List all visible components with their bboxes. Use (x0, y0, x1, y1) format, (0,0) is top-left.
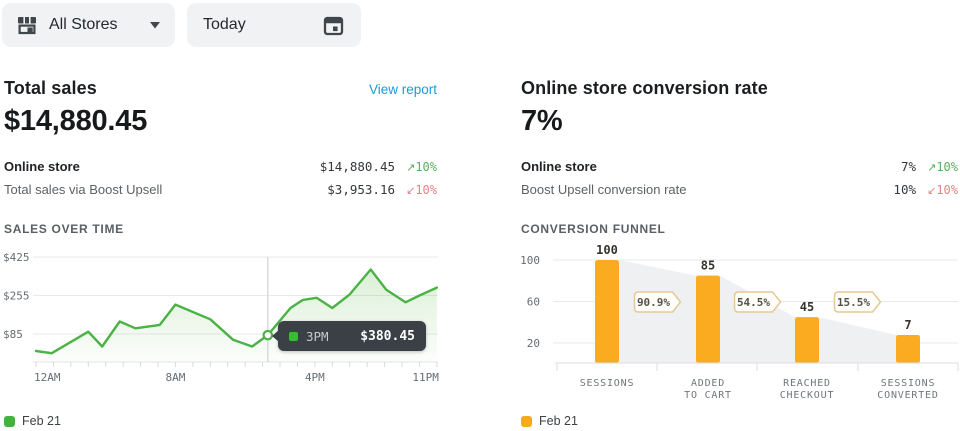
svg-text:SESSIONS: SESSIONS (580, 378, 635, 389)
svg-text:CONVERTED: CONVERTED (877, 390, 938, 401)
total-sales-value: $14,880.45 (4, 105, 148, 137)
metric-delta: ↗10% (395, 160, 437, 174)
svg-text:REACHED: REACHED (783, 378, 831, 389)
metric-delta: ↙10% (916, 183, 958, 197)
delta-value: 10% (415, 182, 437, 197)
delta-value: 10% (936, 159, 958, 174)
metric-label: Boost Upsell conversion rate (521, 182, 687, 197)
delta-value: 10% (415, 159, 437, 174)
metric-row-boost-upsell: Total sales via Boost Upsell $3,953.16 ↙… (4, 178, 437, 201)
svg-text:54.5%: 54.5% (737, 296, 770, 309)
tooltip-series-swatch (289, 331, 298, 341)
storefront-icon (18, 17, 36, 35)
svg-text:SESSIONS: SESSIONS (881, 378, 936, 389)
svg-text:20: 20 (527, 337, 540, 350)
metric-value: 7% (900, 159, 916, 174)
funnel-chart-legend: Feb 21 (521, 414, 578, 428)
svg-text:CHECKOUT: CHECKOUT (780, 390, 835, 401)
total-sales-breakdown: Online store $14,880.45 ↗10% Total sales… (4, 155, 437, 201)
tooltip-time: 3PM (306, 328, 329, 344)
conversion-rate-title: Online store conversion rate (521, 78, 768, 98)
svg-text:4PM: 4PM (305, 371, 325, 384)
delta-value: 10% (936, 182, 958, 197)
sales-over-time-heading: SALES OVER TIME (4, 222, 124, 236)
trend-up-icon: ↗ (927, 160, 937, 174)
legend-swatch-orange (521, 415, 532, 427)
store-selector[interactable]: All Stores (2, 3, 175, 47)
metric-row-online-store: Online store $14,880.45 ↗10% (4, 155, 437, 178)
view-report-link[interactable]: View report (368, 82, 437, 97)
tooltip-value: $380.45 (360, 328, 415, 344)
svg-text:11PM: 11PM (412, 371, 439, 384)
svg-text:100: 100 (520, 254, 540, 267)
store-selector-label: All Stores (49, 16, 118, 33)
trend-up-icon: ↗ (406, 160, 416, 174)
conversion-breakdown: Online store 7% ↗10% Boost Upsell conver… (521, 155, 958, 201)
metric-label: Online store (4, 159, 80, 174)
svg-text:ADDED: ADDED (691, 378, 725, 389)
metric-label: Total sales via Boost Upsell (4, 182, 163, 197)
svg-text:100: 100 (596, 243, 618, 257)
svg-text:$425: $425 (3, 251, 30, 264)
trend-down-icon: ↙ (406, 183, 416, 197)
calendar-icon (323, 16, 344, 35)
svg-text:45: 45 (800, 300, 814, 314)
legend-swatch-green (4, 415, 15, 427)
svg-text:15.5%: 15.5% (837, 296, 870, 309)
sales-chart-legend: Feb 21 (4, 414, 61, 428)
total-sales-title: Total sales (4, 78, 97, 98)
svg-text:85: 85 (701, 259, 715, 273)
legend-label: Feb 21 (539, 414, 578, 428)
conversion-rate-value: 7% (521, 105, 563, 137)
metric-label: Online store (521, 159, 597, 174)
sales-over-time-chart: $425 $255 $85 12AM 8AM 4PM 11PM (3, 251, 439, 384)
legend-label: Feb 21 (22, 414, 61, 428)
conversion-funnel-chart: 100 60 20 100 85 45 7 90.9% 54.5% 15.5% SESSIONS AD… (520, 243, 959, 401)
chevron-down-icon (150, 21, 160, 28)
metric-value: 10% (893, 182, 916, 197)
date-range-selector[interactable]: Today (187, 3, 361, 47)
svg-text:$85: $85 (3, 328, 23, 341)
svg-text:$255: $255 (3, 289, 30, 302)
metric-delta: ↗10% (916, 160, 958, 174)
svg-text:90.9%: 90.9% (637, 296, 670, 309)
svg-text:TO CART: TO CART (684, 390, 732, 401)
date-range-label: Today (203, 16, 246, 33)
svg-text:8AM: 8AM (166, 371, 186, 384)
trend-down-icon: ↙ (927, 183, 937, 197)
metric-row-online-store-rate: Online store 7% ↗10% (521, 155, 958, 178)
metric-row-boost-upsell-rate: Boost Upsell conversion rate 10% ↙10% (521, 178, 958, 201)
metric-delta: ↙10% (395, 183, 437, 197)
svg-text:12AM: 12AM (34, 371, 61, 384)
metric-value: $14,880.45 (319, 159, 395, 174)
svg-text:7: 7 (904, 318, 911, 332)
metric-value: $3,953.16 (327, 182, 395, 197)
chart-tooltip: 3PM $380.45 (272, 321, 426, 351)
svg-text:60: 60 (527, 296, 540, 309)
conversion-funnel-heading: CONVERSION FUNNEL (521, 222, 666, 236)
